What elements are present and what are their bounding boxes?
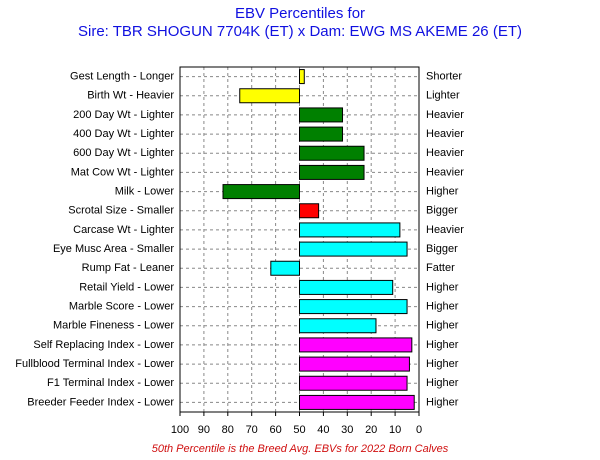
x-tick-label: 100: [171, 424, 189, 436]
bar: [222, 184, 301, 200]
right-label: Higher: [426, 377, 459, 389]
right-label: Heavier: [426, 224, 464, 236]
y-tick-label: Retail Yield - Lower: [79, 281, 174, 293]
y-tick-label: 600 Day Wt - Lighter: [73, 147, 174, 159]
bar: [299, 203, 320, 219]
footnote: 50th Percentile is the Breed Avg. EBVs f…: [152, 443, 449, 455]
x-tick-label: 80: [222, 424, 234, 436]
y-tick-label: F1 Terminal Index - Lower: [47, 377, 174, 389]
bar: [299, 69, 305, 85]
x-tick-label: 70: [246, 424, 258, 436]
bar: [299, 337, 413, 353]
x-tick-label: 30: [341, 424, 353, 436]
bar: [299, 279, 394, 295]
y-tick-label: Marble Score - Lower: [69, 300, 174, 312]
right-label: Fatter: [426, 262, 455, 274]
y-tick-label: Scrotal Size - Smaller: [68, 205, 174, 217]
right-label: Higher: [426, 300, 459, 312]
right-label: Shorter: [426, 70, 462, 82]
y-tick-label: Fullblood Terminal Index - Lower: [15, 358, 174, 370]
right-label: Heavier: [426, 128, 464, 140]
y-tick-label: Carcase Wt - Lighter: [73, 224, 174, 236]
right-label: Heavier: [426, 147, 464, 159]
y-tick-label: Marble Fineness - Lower: [53, 320, 174, 332]
y-tick-label: Gest Length - Longer: [70, 70, 174, 82]
right-label: Bigger: [426, 205, 458, 217]
bar: [299, 356, 410, 372]
bar: [299, 318, 377, 334]
right-label: Heavier: [426, 109, 464, 121]
right-label: Higher: [426, 185, 459, 197]
bar: [270, 260, 301, 276]
bar: [299, 222, 401, 238]
y-tick-label: Eye Musc Area - Smaller: [53, 243, 174, 255]
right-label: Higher: [426, 339, 459, 351]
plot-frame: [179, 66, 420, 413]
y-tick-label: Self Replacing Index - Lower: [33, 339, 174, 351]
bar: [299, 145, 365, 161]
bar: [299, 375, 408, 391]
y-tick-label: 400 Day Wt - Lighter: [73, 128, 174, 140]
x-tick-label: 40: [317, 424, 329, 436]
x-tick-label: 10: [389, 424, 401, 436]
x-tick-label: 0: [416, 424, 422, 436]
right-label: Higher: [426, 358, 459, 370]
bar: [239, 88, 300, 104]
right-label: Higher: [426, 320, 459, 332]
y-tick-label: 200 Day Wt - Lighter: [73, 109, 174, 121]
right-label: Lighter: [426, 90, 460, 102]
y-tick-label: Rump Fat - Leaner: [82, 262, 175, 274]
y-tick-label: Mat Cow Wt - Lighter: [71, 166, 175, 178]
x-tick-label: 20: [365, 424, 377, 436]
y-tick-label: Milk - Lower: [115, 185, 175, 197]
chart-subtitle: Sire: TBR SHOGUN 7704K (ET) x Dam: EWG M…: [78, 23, 522, 40]
x-tick-label: 90: [198, 424, 210, 436]
y-tick-label: Birth Wt - Heavier: [87, 90, 174, 102]
x-tick-label: 60: [269, 424, 281, 436]
right-label: Bigger: [426, 243, 458, 255]
right-label: Higher: [426, 281, 459, 293]
bar: [299, 107, 344, 123]
right-label: Heavier: [426, 166, 464, 178]
chart-title: EBV Percentiles for: [235, 5, 365, 22]
bar: [299, 394, 415, 410]
right-label: Higher: [426, 396, 459, 408]
bar: [299, 299, 408, 315]
y-tick-label: Breeder Feeder Index - Lower: [27, 396, 174, 408]
bar: [299, 164, 365, 180]
bar: [299, 241, 408, 257]
x-tick-label: 50: [293, 424, 305, 436]
bar: [299, 126, 344, 142]
